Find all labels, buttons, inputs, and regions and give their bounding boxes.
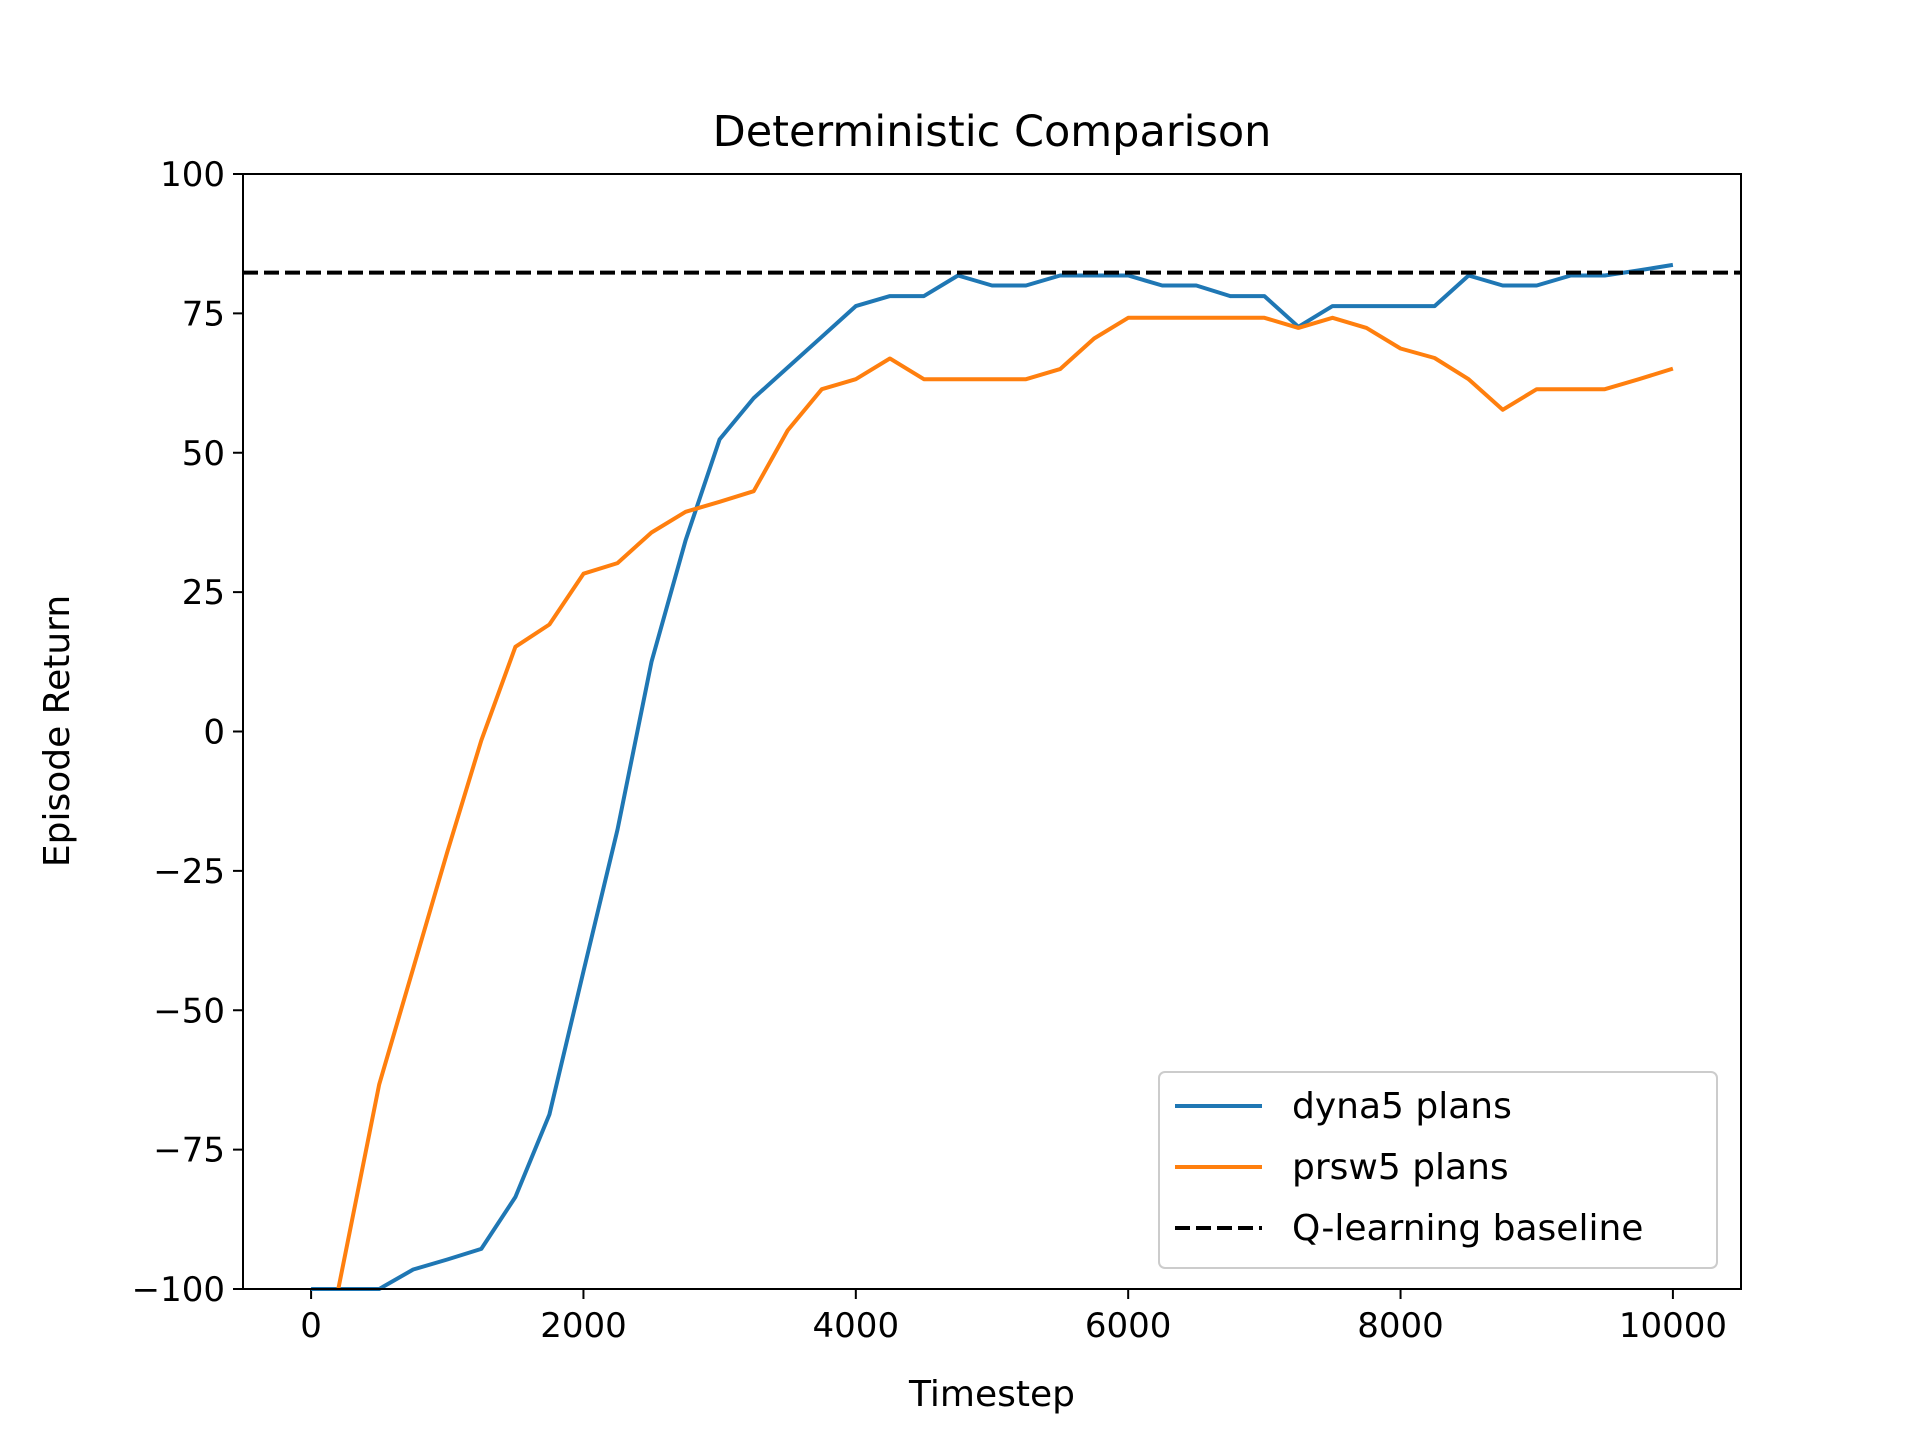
plot-series: [243, 262, 1741, 1291]
y-tick-label: 75: [182, 294, 225, 334]
legend: dyna5 plans prsw5 plans Q-learning basel…: [1158, 1071, 1718, 1269]
y-tick-label: 0: [203, 713, 225, 753]
y-tick-label: 25: [182, 573, 225, 613]
legend-label-dyna5: dyna5 plans: [1292, 1086, 1512, 1127]
y-axis-label: Episode Return: [37, 595, 78, 867]
x-tick-label: 0: [300, 1306, 322, 1346]
y-tick-label: 100: [160, 155, 225, 195]
y-tick-label: −75: [153, 1131, 225, 1171]
x-axis-ticks: 0 2000 4000 6000 8000 10000: [300, 1289, 1727, 1346]
x-tick-label: 8000: [1357, 1306, 1444, 1346]
y-tick-label: −25: [153, 852, 225, 892]
x-axis-label: Timestep: [908, 1374, 1075, 1415]
legend-label-prsw5: prsw5 plans: [1292, 1147, 1509, 1188]
legend-box: [1158, 1071, 1718, 1269]
series-line-dyna5: [311, 262, 1674, 1291]
chart-title: Deterministic Comparison: [713, 107, 1272, 157]
y-tick-label: −100: [132, 1270, 225, 1310]
plot-frame: [242, 173, 1742, 1290]
x-tick-label: 6000: [1085, 1306, 1172, 1346]
x-tick-label: 4000: [813, 1306, 900, 1346]
y-axis-ticks: −100 −75 −50 −25 0 25 50 75 100: [132, 155, 243, 1310]
y-tick-label: −50: [153, 991, 225, 1031]
x-tick-label: 2000: [540, 1306, 627, 1346]
x-tick-label: 10000: [1619, 1306, 1727, 1346]
series-line-prsw5: [336, 315, 1674, 1290]
y-tick-label: 50: [182, 434, 225, 474]
legend-label-q-learning: Q-learning baseline: [1292, 1208, 1643, 1249]
